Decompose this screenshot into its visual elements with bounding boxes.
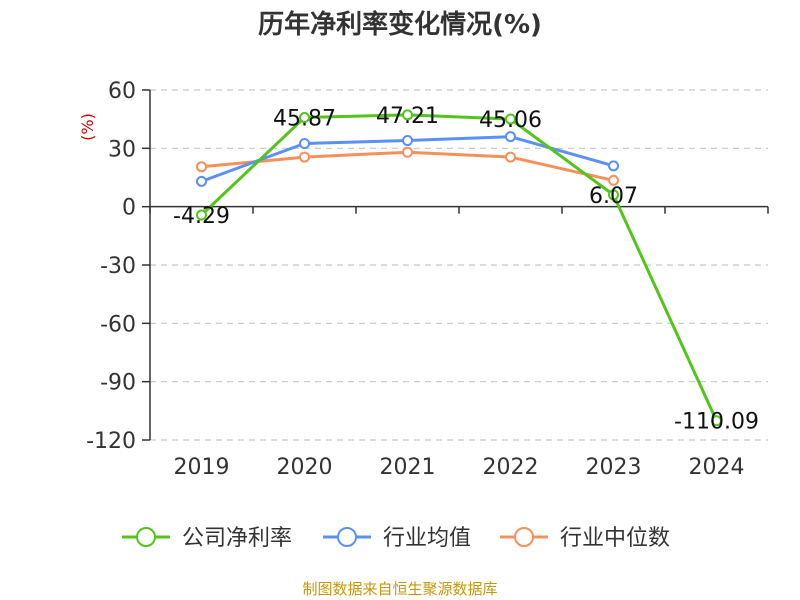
data-point: [299, 151, 310, 163]
legend: 公司净利率 行业均值 行业中位数: [122, 526, 670, 551]
data-point: [196, 175, 207, 187]
legend-label: 行业中位数: [560, 526, 670, 551]
data-labels: -4.29 45.87 47.21 45.06 6.07 -110.09: [173, 104, 759, 435]
y-tick-label: -30: [100, 254, 136, 279]
y-tick-label: 60: [108, 79, 136, 104]
y-tick-label: -90: [100, 371, 136, 396]
y-tick-label: -120: [86, 429, 136, 454]
series-layer: [196, 109, 722, 427]
data-label: 45.87: [273, 106, 336, 131]
legend-item: 行业中位数: [500, 526, 670, 551]
data-point: [299, 137, 310, 149]
chart-title: 历年净利率变化情况(%): [258, 9, 542, 40]
data-point: [196, 161, 207, 173]
x-tick-label: 2020: [277, 455, 333, 480]
data-point: [608, 189, 619, 201]
data-point: [402, 146, 413, 158]
data-point: [402, 135, 413, 147]
data-point: [608, 160, 619, 172]
x-tick-label: 2021: [380, 455, 436, 480]
y-tick-label: -60: [100, 312, 136, 337]
series-2: [196, 146, 619, 186]
y-tick-label: 0: [122, 196, 136, 221]
x-tick-label: 2022: [483, 455, 539, 480]
data-point: [402, 109, 413, 121]
legend-label: 行业均值: [383, 526, 471, 551]
legend-marker: [337, 527, 357, 547]
data-label: -110.09: [674, 410, 759, 435]
legend-marker: [136, 527, 156, 547]
data-label: 47.21: [376, 104, 439, 129]
series-1: [196, 131, 619, 187]
y-tick-label: 30: [108, 137, 136, 162]
axes: 60 30 0 -30 -60 -90 -120 2019 2020 2021 2022 2023 20…: [86, 79, 769, 480]
legend-marker: [514, 527, 534, 547]
x-tick-label: 2024: [689, 455, 745, 480]
legend-label: 公司净利率: [182, 526, 292, 551]
legend-item: 行业均值: [323, 526, 471, 551]
data-label: -4.29: [173, 204, 230, 229]
data-label: 45.06: [479, 108, 542, 133]
data-point: [196, 209, 207, 221]
y-axis-unit: (%): [78, 113, 97, 141]
legend-item: 公司净利率: [122, 526, 292, 551]
data-point: [505, 113, 516, 125]
data-point: [299, 111, 310, 123]
series-0: [196, 109, 722, 427]
source-note: 制图数据来自恒生聚源数据库: [302, 580, 497, 598]
x-tick-label: 2023: [586, 455, 642, 480]
data-point: [711, 415, 722, 427]
data-point: [505, 151, 516, 163]
series-line: [200, 113, 718, 422]
data-point: [608, 174, 619, 186]
data-point: [505, 131, 516, 143]
x-tick-label: 2019: [174, 455, 230, 480]
grid-lines: [150, 89, 768, 441]
data-label: 6.07: [589, 184, 638, 209]
